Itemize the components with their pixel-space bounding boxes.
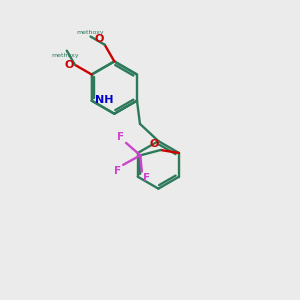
Text: O: O xyxy=(64,60,74,70)
Text: F: F xyxy=(143,173,150,184)
Text: NH: NH xyxy=(95,95,114,105)
Text: F: F xyxy=(118,132,124,142)
Text: methoxy: methoxy xyxy=(52,53,79,58)
Text: F: F xyxy=(115,166,122,176)
Text: O: O xyxy=(150,140,159,149)
Text: methoxy: methoxy xyxy=(76,30,104,35)
Text: O: O xyxy=(94,34,104,44)
